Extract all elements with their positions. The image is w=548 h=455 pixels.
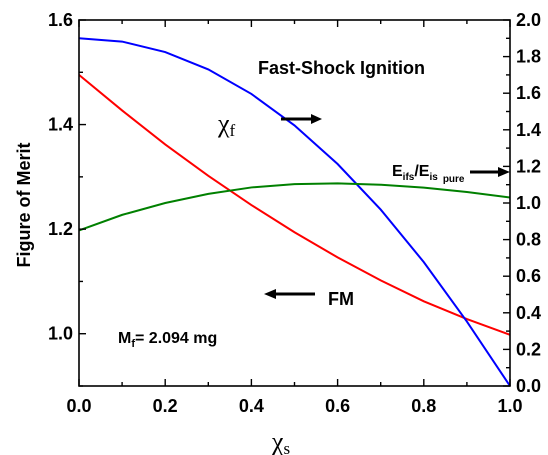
- ratio-num: E: [392, 163, 403, 180]
- y-right-tick-label: 0.8: [516, 230, 541, 250]
- y-right-tick-label: 0.2: [516, 339, 541, 359]
- y-left-tick-label: 1.2: [48, 219, 73, 239]
- series-line-2: [78, 37, 511, 387]
- chart-marks: [78, 37, 511, 387]
- y-right-tick-label: 1.0: [516, 193, 541, 213]
- x-tick-label: 0.2: [153, 396, 178, 416]
- ratio-den-sub: is: [429, 172, 438, 183]
- annotation-chi-f: χf: [217, 109, 236, 140]
- x-tick-label: 0.8: [411, 396, 436, 416]
- y-right-tick-label: 1.2: [516, 156, 541, 176]
- y-right-tick-label: 0.0: [516, 376, 541, 396]
- y-right-tick-label: 0.6: [516, 266, 541, 286]
- y-left-axis-title: Figure of Merit: [14, 142, 34, 267]
- x-tick-label: 1.0: [497, 396, 522, 416]
- annotation-title: Fast-Shock Ignition: [258, 58, 425, 78]
- arrow-right-ratio: [470, 167, 510, 177]
- ratio-den-sub2: pure: [443, 174, 465, 185]
- y-right-tick-label: 1.4: [516, 120, 541, 140]
- y-right-tick-label: 1.8: [516, 47, 541, 67]
- axis-tick-labels: 0.0 0.2 0.4 0.6 0.8 1.0 1.0 1.2 1.4 1.6 0.0 0.2 0.4 0…: [48, 10, 541, 416]
- mass-prefix: M: [118, 330, 131, 347]
- annotation-fm: FM: [328, 289, 354, 309]
- ratio-num-sub: ifs: [403, 172, 415, 183]
- x-axis-title: χs: [271, 427, 290, 455]
- annotation-ratio: Eifs/Eis pure: [392, 163, 465, 185]
- y-right-tick-label: 1.6: [516, 83, 541, 103]
- annotation-mass: Mf= 2.094 mg: [118, 330, 217, 350]
- x-tick-label: 0.6: [325, 396, 350, 416]
- arrow-right-chi-f: [281, 114, 322, 124]
- y-left-tick-label: 1.4: [48, 115, 73, 135]
- mass-sub: f: [131, 338, 135, 350]
- arrow-left-fm: [264, 289, 315, 299]
- mass-value: = 2.094 mg: [135, 330, 217, 347]
- y-left-tick-label: 1.0: [48, 324, 73, 344]
- series-line-1: [78, 74, 511, 336]
- axis-ticks: [78, 19, 511, 387]
- x-tick-label: 0.0: [66, 396, 91, 416]
- ratio-den: /E: [414, 163, 429, 180]
- y-left-tick-label: 1.6: [48, 10, 73, 30]
- series-line-3: [78, 182, 511, 232]
- x-tick-label: 0.4: [239, 396, 264, 416]
- y-right-tick-label: 0.4: [516, 303, 541, 323]
- y-right-tick-label: 2.0: [516, 10, 541, 30]
